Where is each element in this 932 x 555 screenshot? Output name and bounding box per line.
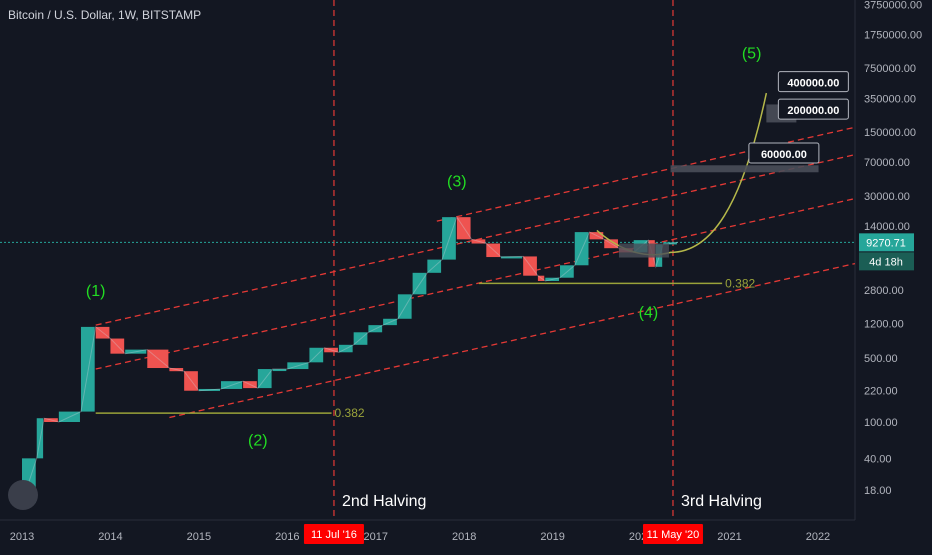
- price-candle: [198, 388, 220, 391]
- target-label-box: [777, 71, 849, 93]
- x-tick-label: 2022: [806, 531, 830, 543]
- x-tick-label: 2013: [10, 531, 34, 543]
- price-candle: [427, 259, 442, 273]
- wave-label: (4): [639, 304, 659, 321]
- price-candle: [663, 242, 677, 245]
- target-label-text: 200000.00: [787, 105, 839, 117]
- price-candle: [243, 381, 257, 389]
- price-candle: [324, 347, 338, 353]
- x-tick-label: 2017: [364, 531, 388, 543]
- price-candle: [545, 277, 560, 281]
- countdown-tag: [859, 252, 914, 271]
- price-candle: [523, 256, 537, 276]
- fib-level-label: 0.382: [725, 276, 755, 290]
- price-candle: [287, 362, 309, 370]
- price-candle: [397, 294, 412, 319]
- chart-title: Bitcoin / U.S. Dollar, 1W, BITSTAMP: [8, 8, 202, 22]
- target-label-text: 60000.00: [761, 149, 807, 161]
- price-candle: [309, 347, 324, 363]
- y-tick-label: 18.00: [864, 485, 892, 497]
- price-candle: [589, 232, 604, 240]
- y-tick-label: 350000.00: [864, 93, 916, 105]
- x-tick-label: 2018: [452, 531, 476, 543]
- channel-line: [436, 126, 856, 222]
- price-candle: [80, 326, 95, 412]
- price-candle: [44, 418, 58, 422]
- price-candle: [220, 381, 243, 389]
- price-candle: [272, 369, 287, 372]
- halving-label: 2nd Halving: [342, 493, 427, 510]
- wave-label: (3): [447, 173, 467, 190]
- price-candle: [501, 256, 523, 259]
- x-tick-label: 2015: [187, 531, 211, 543]
- y-tick-label: 40.00: [864, 453, 892, 465]
- y-tick-label: 220.00: [864, 386, 898, 398]
- price-candle: [95, 326, 110, 339]
- price-candle: [36, 418, 44, 459]
- x-tick-label: 2021: [717, 531, 741, 543]
- price-candle: [604, 239, 618, 249]
- projection-curve: [596, 92, 768, 256]
- price-candle: [169, 368, 184, 372]
- target-zone-box: [670, 165, 819, 173]
- wave-label: (5): [742, 46, 762, 63]
- price-candle: [257, 369, 272, 389]
- halving-date-tag: [303, 524, 364, 544]
- y-tick-label: 70000.00: [864, 157, 910, 169]
- price-candle: [353, 332, 368, 345]
- y-tick-label: 14000.00: [864, 221, 910, 233]
- y-tick-label: 30000.00: [864, 191, 910, 203]
- y-tick-label: 100.00: [864, 417, 898, 429]
- target-label-text: 400000.00: [787, 78, 839, 90]
- price-candle: [383, 318, 397, 326]
- channel-line: [169, 262, 856, 419]
- price-candle: [338, 344, 353, 353]
- price-candle: [442, 217, 456, 260]
- consolidation-box: [618, 243, 669, 258]
- price-candle: [184, 371, 198, 391]
- price-candle: [486, 243, 501, 258]
- target-label-box: [777, 98, 849, 120]
- price-candle: [456, 217, 471, 240]
- current-price-tag: [859, 233, 914, 252]
- price-candle: [110, 338, 125, 354]
- price-candle: [537, 275, 545, 281]
- price-candle: [412, 272, 427, 295]
- y-tick-label: 2800.00: [864, 285, 904, 297]
- fib-level-label: 0.382: [335, 406, 365, 420]
- current-price-text: 9270.71: [866, 237, 906, 249]
- price-candle: [368, 325, 383, 333]
- target-label-box: [748, 142, 820, 164]
- x-tick-label: 2019: [540, 531, 564, 543]
- logo-icon[interactable]: [8, 480, 38, 510]
- halving-date-tag: [642, 524, 703, 544]
- price-path: [21, 215, 678, 504]
- price-candle: [560, 265, 574, 278]
- price-candle: [471, 239, 486, 244]
- halving-label: 3rd Halving: [681, 493, 762, 510]
- price-candle: [125, 349, 147, 354]
- x-tick-label: 2016: [275, 531, 299, 543]
- wave-label: (2): [248, 433, 268, 450]
- price-candle: [574, 232, 589, 266]
- price-candle: [58, 411, 80, 422]
- wave-label: (1): [86, 283, 106, 300]
- halving-date-text: 11 Jul '16: [311, 529, 357, 541]
- countdown-text: 4d 18h: [869, 256, 903, 268]
- halving-date-text: 11 May '20: [647, 529, 700, 541]
- x-tick-label: 2014: [98, 531, 122, 543]
- y-tick-label: 1200.00: [864, 318, 904, 330]
- price-candle: [147, 349, 169, 369]
- y-tick-label: 500.00: [864, 353, 898, 365]
- y-tick-label: 750000.00: [864, 63, 916, 75]
- y-tick-label: 3750000.00: [864, 0, 922, 11]
- y-tick-label: 1750000.00: [864, 29, 922, 41]
- y-tick-label: 150000.00: [864, 127, 916, 139]
